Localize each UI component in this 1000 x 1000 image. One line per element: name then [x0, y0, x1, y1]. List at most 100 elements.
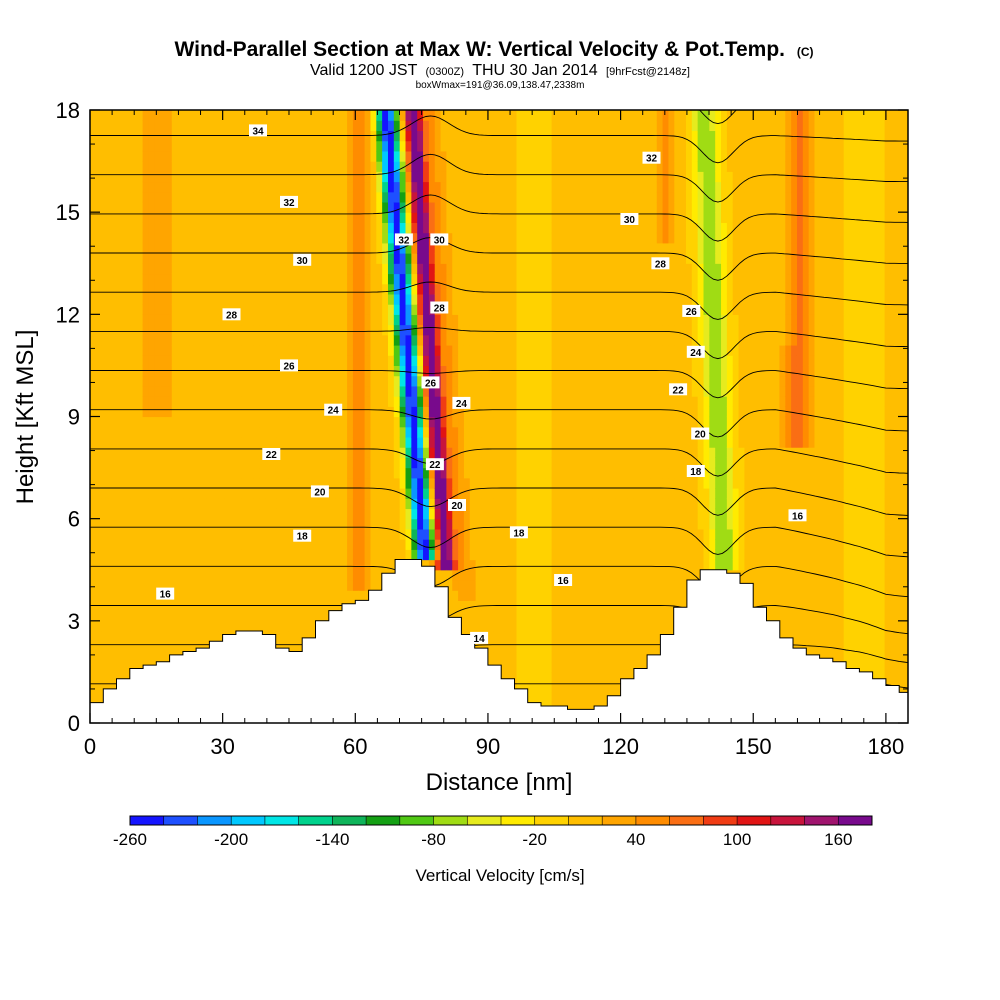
heat-cell: [294, 590, 301, 601]
heat-cell: [358, 569, 366, 581]
heat-cell: [475, 559, 483, 571]
heat-cell: [557, 201, 564, 213]
heat-cell: [130, 212, 138, 223]
heat-cell: [142, 334, 150, 346]
heat-cell: [171, 436, 179, 448]
heat-cell: [534, 579, 541, 591]
heat-cell: [574, 651, 582, 663]
heat-cell: [341, 477, 348, 489]
heat-cell: [358, 334, 366, 346]
heat-cell: [499, 201, 506, 213]
heat-cell: [487, 569, 494, 581]
heat-cell: [522, 631, 529, 642]
heat-cell: [265, 549, 272, 561]
heat-cell: [475, 273, 483, 285]
heat-cell: [183, 508, 190, 520]
heat-cell: [370, 579, 377, 591]
heat-cell: [452, 263, 459, 275]
heat-cell: [183, 436, 190, 448]
heat-cell: [206, 477, 214, 489]
heat-cell: [241, 498, 249, 510]
heat-cell: [136, 314, 144, 326]
heat-cell: [539, 682, 547, 693]
heat-cell: [195, 120, 202, 132]
heat-cell: [212, 508, 220, 520]
heat-cell: [148, 314, 155, 326]
heat-cell: [259, 263, 266, 275]
heat-cell: [95, 201, 103, 213]
heat-cell: [300, 273, 307, 285]
heat-cell: [113, 508, 120, 520]
heat-cell: [463, 539, 471, 550]
heat-cell: [382, 171, 389, 183]
heat-cell: [458, 426, 465, 438]
heat-cell: [306, 273, 313, 285]
heat-cell: [516, 140, 523, 152]
heat-cell: [557, 212, 564, 223]
heat-cell: [469, 130, 477, 142]
heat-cell: [352, 416, 360, 428]
heat-cell: [306, 334, 313, 346]
heat-cell: [487, 651, 494, 663]
heat-cell: [154, 304, 161, 315]
heat-cell: [463, 477, 471, 489]
heat-cell: [358, 355, 366, 367]
heat-cell: [113, 314, 120, 326]
heat-cell: [119, 579, 126, 591]
heat-cell: [236, 212, 243, 223]
heat-cell: [294, 539, 301, 550]
heat-cell: [510, 416, 518, 428]
heat-cell: [253, 610, 261, 622]
heat-cell: [90, 436, 97, 448]
heat-cell: [329, 110, 336, 121]
heat-cell: [271, 171, 278, 183]
heat-cell: [113, 406, 120, 418]
heat-cell: [440, 140, 448, 152]
heat-cell: [160, 508, 167, 520]
heat-cell: [142, 477, 150, 489]
heat-cell: [206, 590, 214, 601]
heat-cell: [317, 283, 325, 295]
heat-cell: [475, 406, 483, 418]
heat-cell: [259, 191, 266, 203]
heat-cell: [405, 293, 412, 305]
heat-cell: [107, 436, 114, 448]
heat-cell: [300, 477, 307, 489]
heat-cell: [428, 426, 436, 438]
heat-cell: [423, 304, 430, 315]
heat-cell: [463, 447, 471, 458]
heat-cell: [107, 498, 114, 510]
heat-cell: [393, 242, 401, 254]
heat-cell: [95, 263, 103, 275]
heat-cell: [405, 539, 412, 550]
heat-cell: [364, 293, 372, 305]
heat-cell: [446, 161, 453, 172]
heat-cell: [481, 396, 488, 407]
heat-cell: [201, 273, 208, 285]
heat-cell: [393, 528, 401, 540]
heat-cell: [499, 253, 506, 264]
heat-cell: [241, 334, 249, 346]
heat-cell: [393, 150, 401, 162]
heat-cell: [265, 426, 272, 438]
heat-cell: [452, 334, 459, 346]
heat-cell: [539, 671, 547, 683]
heat-cell: [90, 671, 97, 683]
heat-cell: [165, 283, 173, 295]
heat-cell: [236, 293, 243, 305]
heat-cell: [241, 304, 249, 315]
heat-cell: [165, 477, 173, 489]
heat-cell: [364, 436, 372, 448]
heat-cell: [428, 161, 436, 172]
heat-cell: [569, 426, 576, 438]
heat-cell: [493, 590, 500, 601]
heat-cell: [224, 110, 231, 121]
heat-cell: [195, 232, 202, 244]
heat-cell: [212, 498, 220, 510]
heat-cell: [347, 181, 354, 193]
heat-cell: [352, 263, 360, 275]
heat-cell: [423, 559, 430, 571]
heat-cell: [499, 406, 506, 418]
heat-cell: [119, 569, 126, 581]
heat-cell: [253, 212, 261, 223]
